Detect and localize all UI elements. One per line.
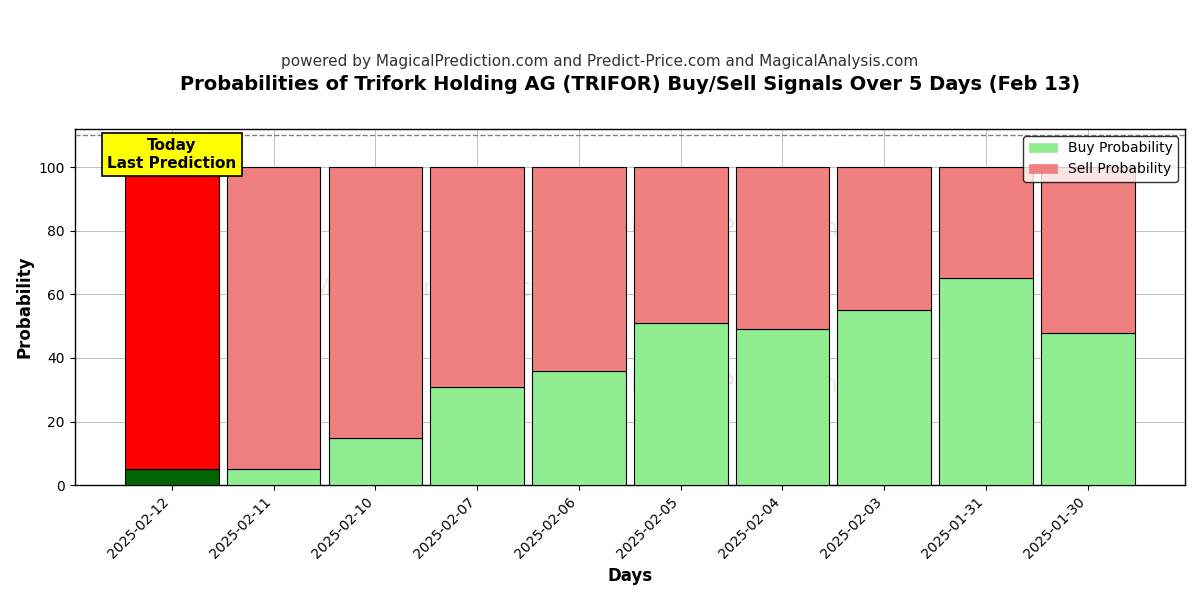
Text: MagicalAnalysis.com: MagicalAnalysis.com <box>311 277 571 301</box>
Y-axis label: Probability: Probability <box>16 256 34 358</box>
Bar <box>227 167 320 469</box>
Bar <box>431 386 524 485</box>
Legend: Buy Probability, Sell Probability: Buy Probability, Sell Probability <box>1024 136 1178 182</box>
Bar <box>532 167 625 371</box>
Title: Probabilities of Trifork Holding AG (TRIFOR) Buy/Sell Signals Over 5 Days (Feb 1: Probabilities of Trifork Holding AG (TRI… <box>180 75 1080 94</box>
Bar <box>329 167 422 437</box>
Bar <box>532 371 625 485</box>
Text: MagicalPrediction.com: MagicalPrediction.com <box>630 217 896 241</box>
Bar <box>838 167 931 310</box>
Bar <box>634 323 727 485</box>
Bar <box>329 437 422 485</box>
Bar <box>1040 167 1134 332</box>
X-axis label: Days: Days <box>607 567 653 585</box>
Text: powered by MagicalPrediction.com and Predict-Price.com and MagicalAnalysis.com: powered by MagicalPrediction.com and Pre… <box>281 54 919 69</box>
Bar <box>634 167 727 323</box>
Bar <box>940 278 1033 485</box>
Text: MagicalPrediction.com: MagicalPrediction.com <box>630 373 896 397</box>
Bar <box>940 167 1033 278</box>
Bar <box>227 469 320 485</box>
Bar <box>736 329 829 485</box>
Bar <box>125 167 218 469</box>
Text: Today
Last Prediction: Today Last Prediction <box>107 139 236 171</box>
Bar <box>431 167 524 386</box>
Bar <box>125 469 218 485</box>
Bar <box>736 167 829 329</box>
Bar <box>838 310 931 485</box>
Bar <box>1040 332 1134 485</box>
